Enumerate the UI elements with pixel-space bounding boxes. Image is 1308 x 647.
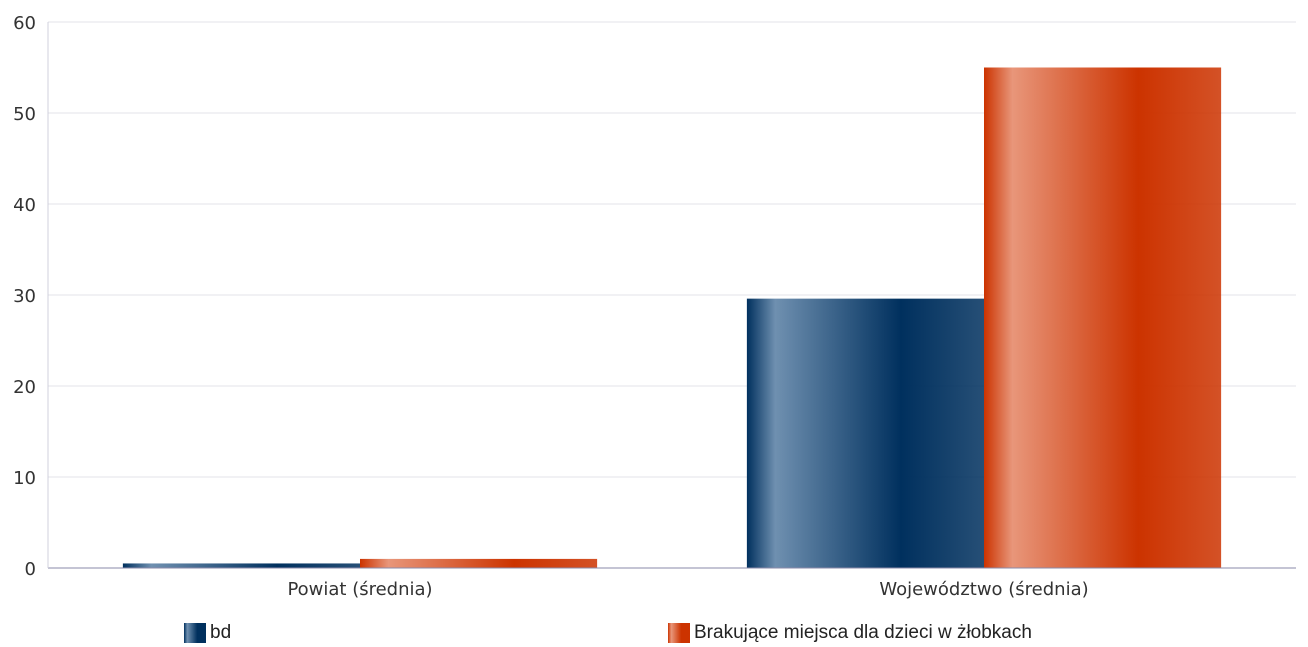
legend-swatch-series-1 <box>184 623 206 643</box>
legend-item-series-1[interactable]: bd <box>184 622 231 644</box>
legend-item-series-2[interactable]: Brakujące miejsca dla dzieci w żłobkach <box>668 622 1032 644</box>
bar-series-2-category-1[interactable] <box>360 558 598 568</box>
y-tick-label: 60 <box>13 13 36 34</box>
y-tick-label: 50 <box>13 104 36 125</box>
x-tick-label: Powiat (średnia) <box>287 579 432 600</box>
y-tick-label: 40 <box>13 195 36 216</box>
legend-label-series-1: bd <box>210 622 232 643</box>
x-axis-tick-labels: Powiat (średnia) Województwo (średnia) <box>287 579 1088 600</box>
bar-series-2-category-2[interactable] <box>984 67 1222 569</box>
chart-plot-area: 0 10 20 30 40 50 60 Powiat (średnia) Województw… <box>13 13 1296 600</box>
x-axis <box>47 22 1296 569</box>
bar-series-1-category-2[interactable] <box>746 298 984 568</box>
bars <box>122 67 1222 569</box>
y-axis-tick-labels: 0 10 20 30 40 50 60 <box>13 13 36 580</box>
y-tick-label: 10 <box>13 468 36 489</box>
x-tick-label: Województwo (średnia) <box>879 579 1088 600</box>
y-tick-label: 30 <box>13 286 36 307</box>
y-tick-label: 0 <box>25 559 36 580</box>
legend-swatch-series-2 <box>668 623 690 643</box>
bar-series-1-category-1[interactable] <box>122 563 360 568</box>
legend-label-series-2: Brakujące miejsca dla dzieci w żłobkach <box>694 622 1032 643</box>
y-tick-label: 20 <box>13 377 36 398</box>
